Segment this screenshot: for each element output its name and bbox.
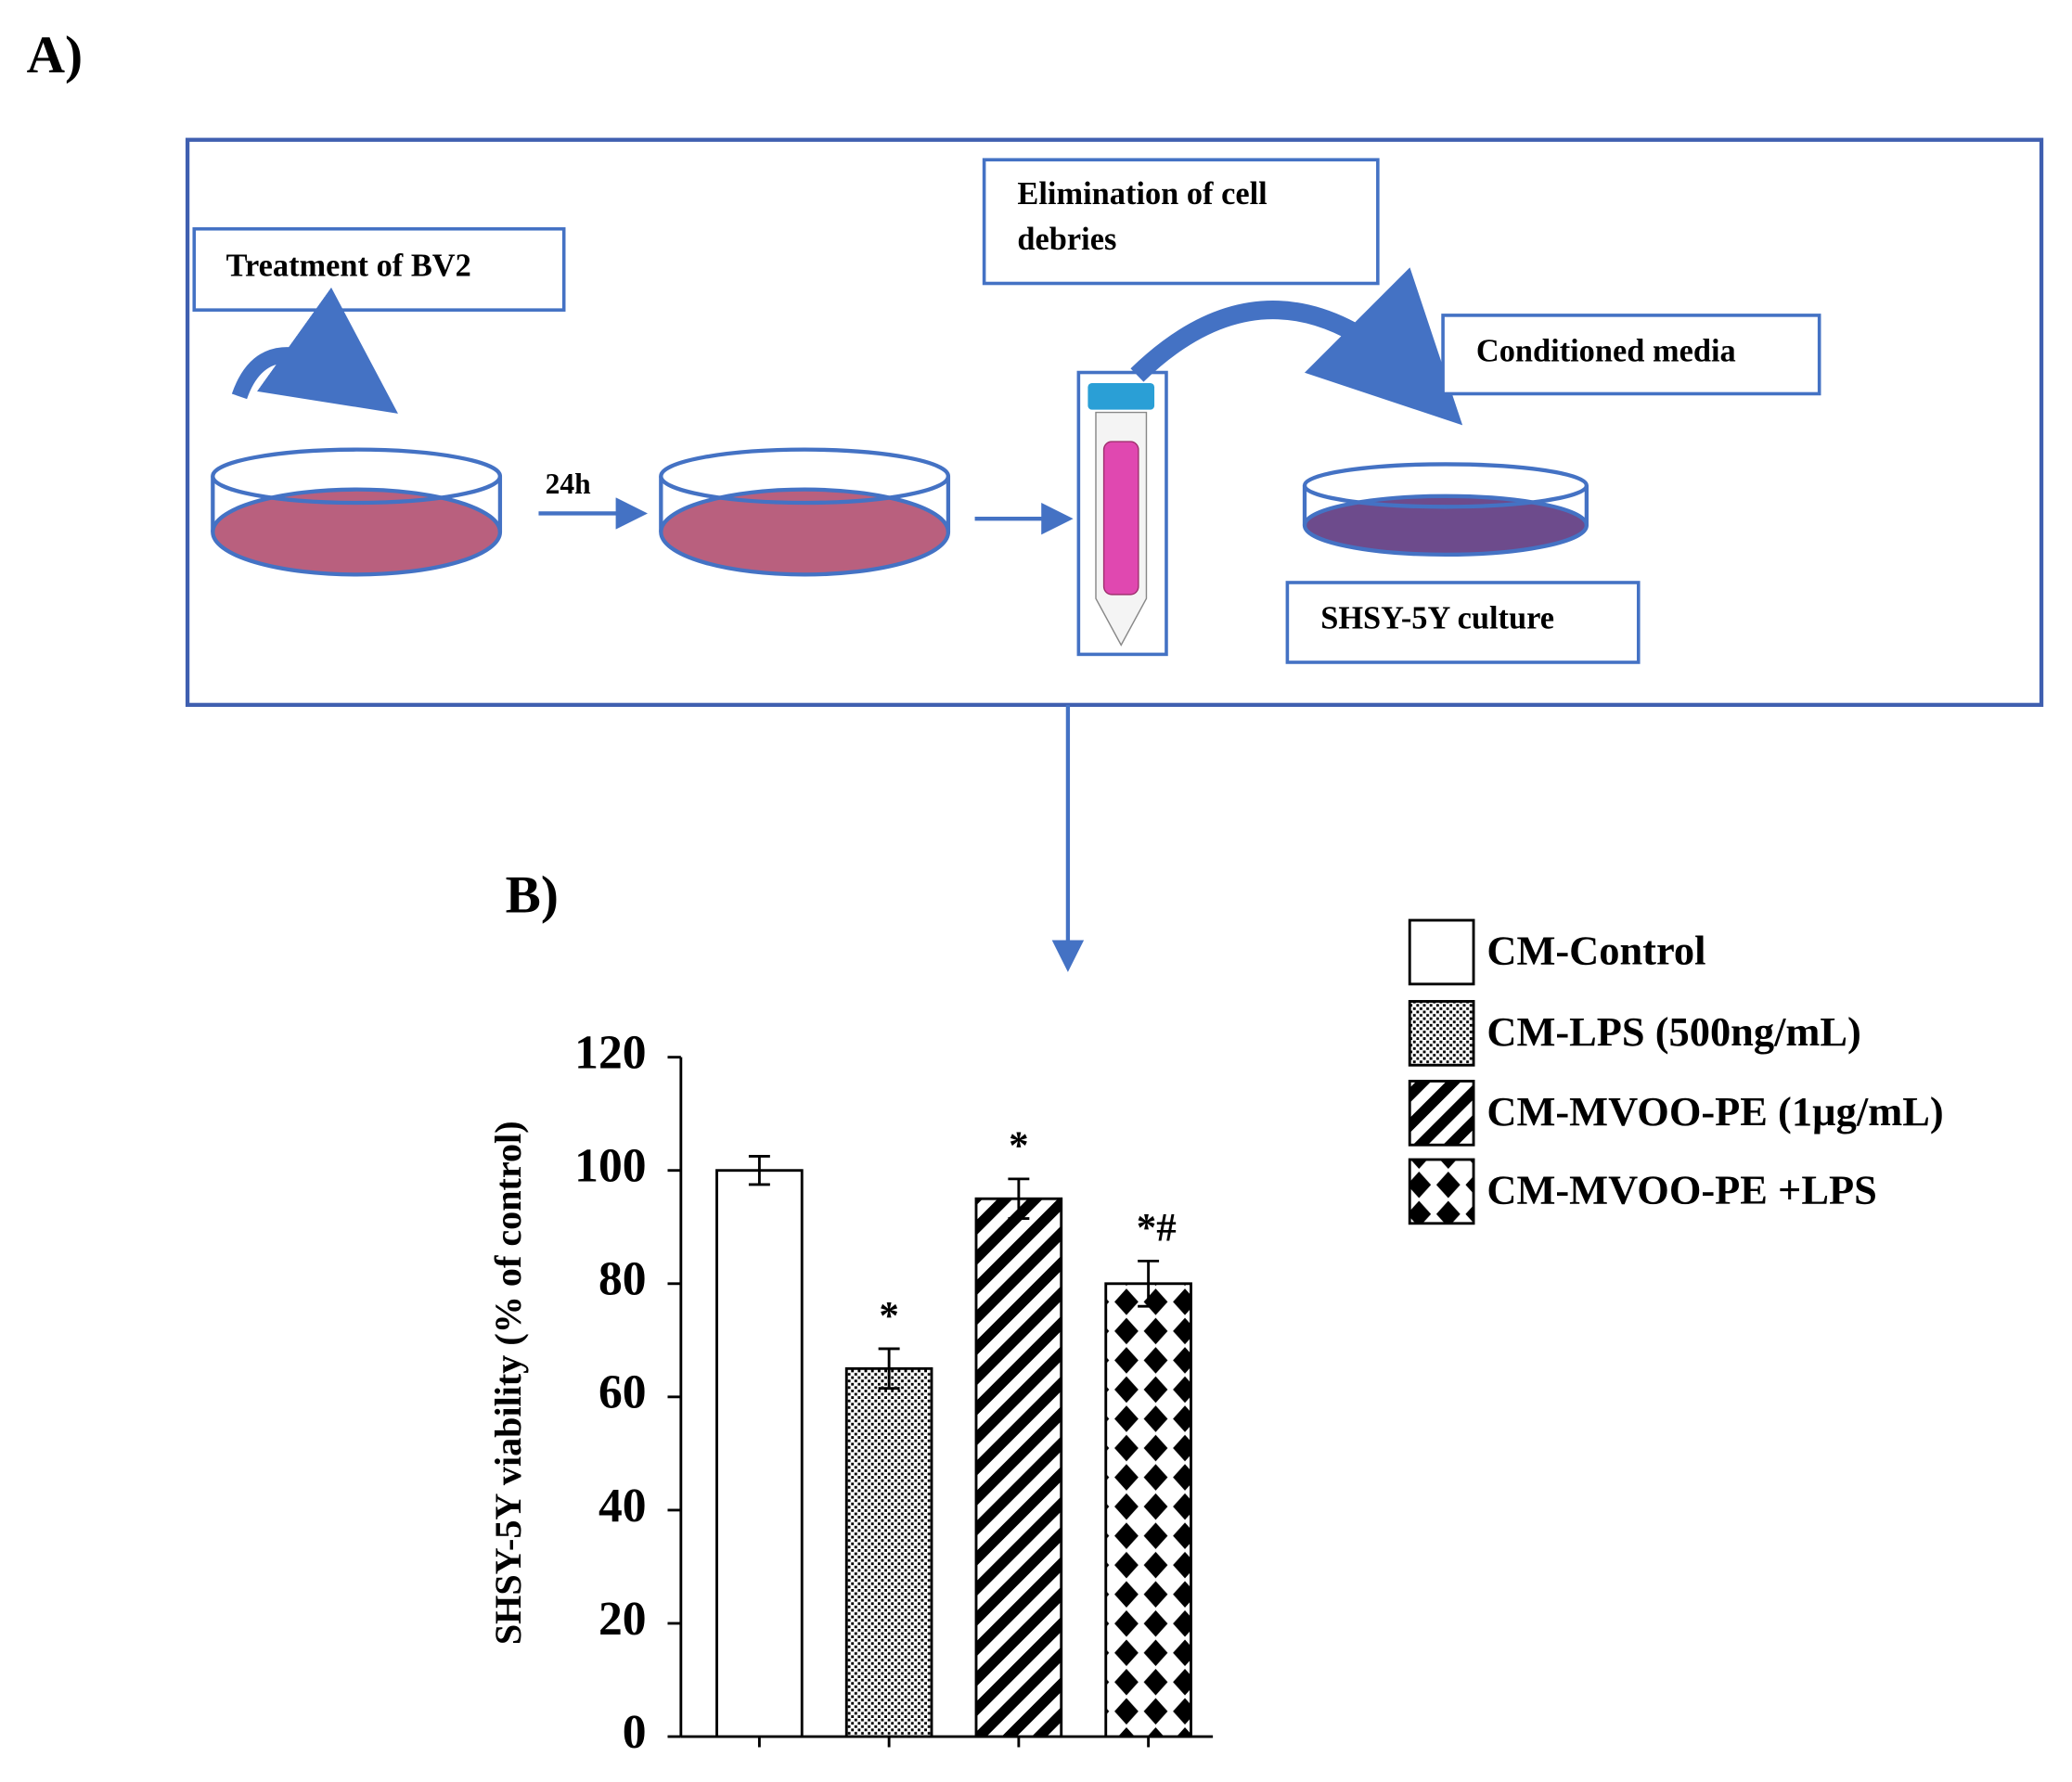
error-bar bbox=[878, 1347, 900, 1391]
panel-label: B) bbox=[506, 866, 559, 925]
step-box bbox=[1441, 314, 1821, 396]
tube bbox=[1076, 370, 1168, 657]
y-tick-label: 80 bbox=[598, 1253, 647, 1306]
bar bbox=[844, 1366, 933, 1738]
legend-swatch bbox=[1408, 1158, 1475, 1225]
significance-label: *# bbox=[1137, 1207, 1177, 1250]
step-text: Conditioned media bbox=[1476, 333, 1736, 368]
legend-swatch bbox=[1408, 918, 1475, 986]
curved-arrow bbox=[1130, 267, 1463, 426]
y-tick-label: 20 bbox=[598, 1593, 647, 1646]
significance-label: * bbox=[1009, 1124, 1029, 1168]
step-box bbox=[982, 158, 1380, 286]
time-label: 24h bbox=[546, 468, 592, 500]
y-tick-label: 120 bbox=[574, 1026, 646, 1079]
bar bbox=[1104, 1282, 1192, 1738]
y-tick-label: 100 bbox=[574, 1140, 646, 1193]
step-text: Elimination of cell bbox=[1017, 176, 1267, 212]
error-bar bbox=[748, 1155, 770, 1186]
curved-arrow bbox=[231, 287, 398, 414]
dish bbox=[1302, 462, 1589, 558]
y-tick-label: 0 bbox=[623, 1706, 647, 1759]
legend-label: CM-LPS (500ng/mL) bbox=[1486, 1008, 1860, 1055]
legend-label: CM-MVOO-PE (1µg/mL) bbox=[1486, 1088, 1943, 1135]
legend-label: CM-MVOO-PE +LPS bbox=[1486, 1166, 1876, 1212]
error-bar bbox=[1008, 1177, 1030, 1221]
dish bbox=[659, 447, 951, 577]
step-text: SHSY-5Y culture bbox=[1320, 600, 1554, 635]
panel-label: A) bbox=[27, 26, 83, 84]
dish bbox=[211, 447, 503, 577]
significance-label: * bbox=[879, 1294, 899, 1338]
y-axis-label: SHSY-5Y viability (% of control) bbox=[487, 1121, 529, 1645]
legend-swatch bbox=[1408, 1000, 1475, 1067]
bar bbox=[715, 1169, 804, 1738]
error-bar bbox=[1138, 1259, 1160, 1308]
legend-label: CM-Control bbox=[1486, 927, 1705, 973]
panel-frame bbox=[185, 137, 2044, 707]
legend-swatch bbox=[1408, 1080, 1475, 1147]
step-box bbox=[1285, 581, 1641, 664]
y-tick-label: 60 bbox=[598, 1366, 647, 1419]
bar bbox=[974, 1197, 1063, 1738]
step-text: debries bbox=[1017, 222, 1116, 257]
step-text: Treatment of BV2 bbox=[226, 249, 471, 284]
y-tick-label: 40 bbox=[598, 1480, 647, 1532]
